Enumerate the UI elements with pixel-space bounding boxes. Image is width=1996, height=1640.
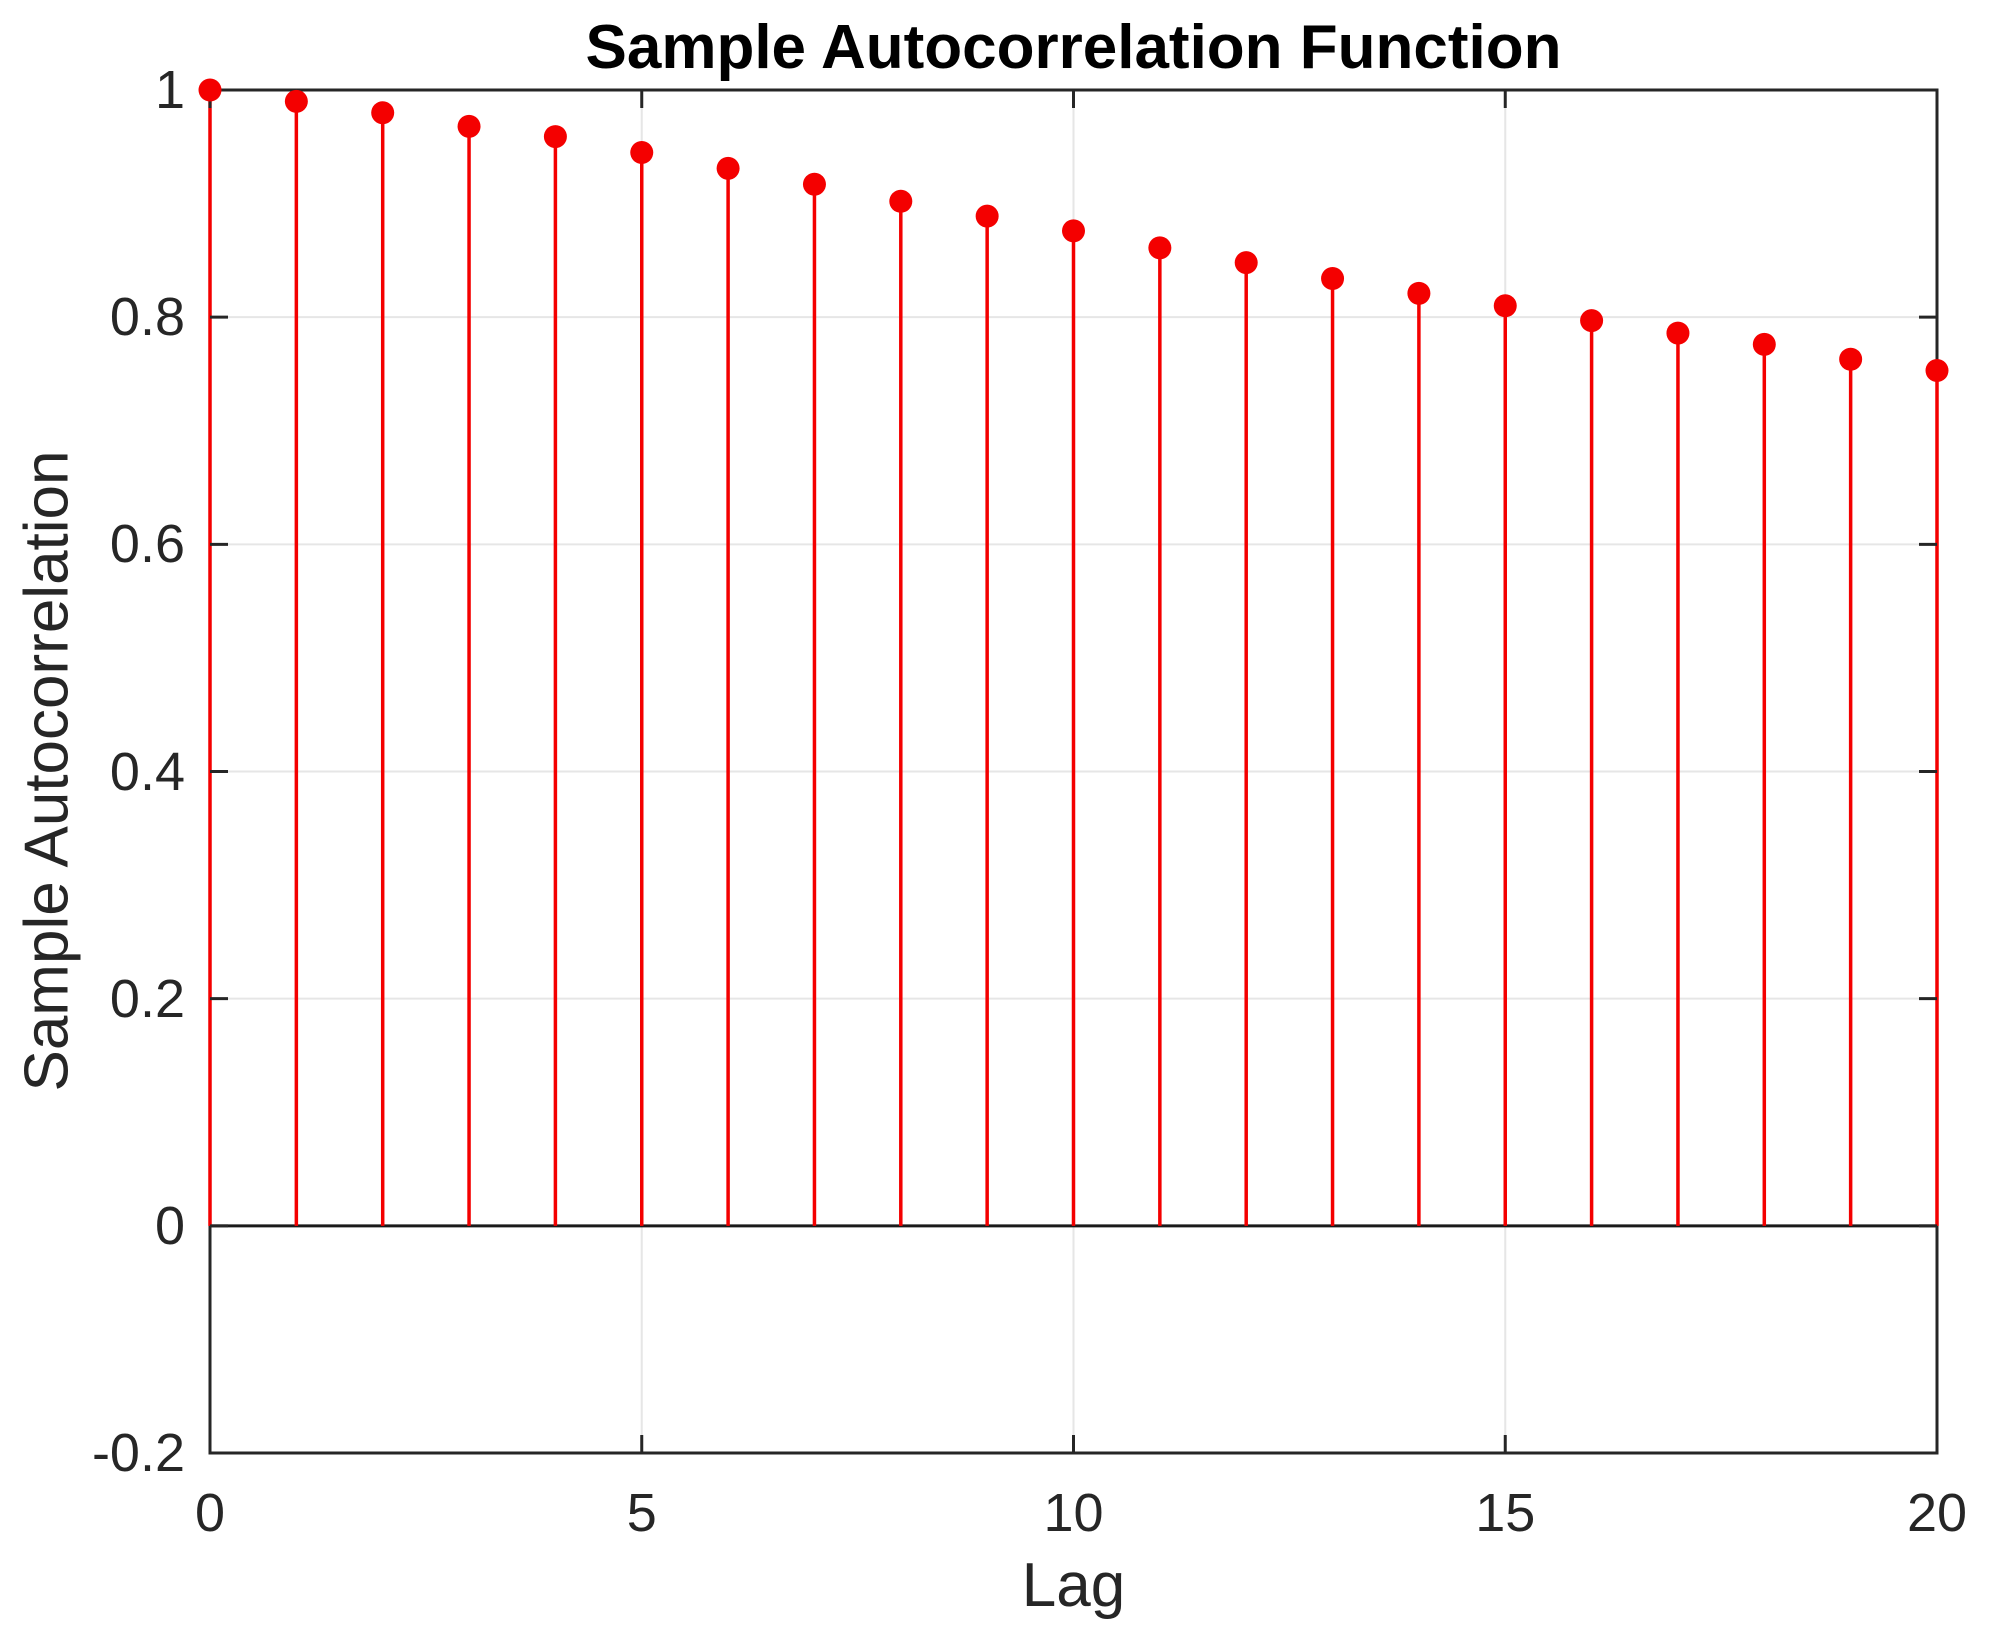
stem-marker bbox=[457, 114, 481, 138]
stem-marker bbox=[1493, 294, 1517, 318]
stem-marker bbox=[284, 89, 308, 113]
stem-marker bbox=[1752, 332, 1776, 356]
x-tick-label: 5 bbox=[626, 1483, 657, 1543]
y-tick-label: 0.4 bbox=[109, 741, 185, 802]
stem-marker bbox=[1407, 281, 1431, 305]
stem-marker bbox=[630, 140, 654, 164]
y-tick-label: 0.8 bbox=[109, 287, 185, 348]
x-tick-label: 20 bbox=[1906, 1483, 1968, 1543]
y-tick-label: 1 bbox=[154, 60, 185, 120]
stem-marker bbox=[1925, 359, 1949, 383]
y-tick-label: 0 bbox=[154, 1195, 185, 1256]
stem-marker bbox=[1148, 236, 1172, 260]
stem-marker bbox=[716, 156, 740, 180]
stem-marker bbox=[1062, 219, 1085, 243]
x-tick-label: 15 bbox=[1475, 1483, 1536, 1543]
x-axis-label: Lag bbox=[1021, 1551, 1126, 1620]
x-tick-label: 10 bbox=[1043, 1483, 1104, 1543]
stem-marker bbox=[1666, 321, 1690, 345]
stem-marker bbox=[1839, 347, 1863, 371]
stem-marker bbox=[889, 189, 913, 213]
stem-marker bbox=[1321, 267, 1345, 291]
stem-marker bbox=[543, 125, 567, 149]
stem-marker bbox=[198, 78, 222, 102]
y-tick-label: -0.2 bbox=[91, 1423, 185, 1483]
y-axis-label: Sample Autocorrelation bbox=[12, 450, 82, 1092]
y-tick-label: 0.2 bbox=[109, 968, 185, 1029]
stem-marker bbox=[802, 172, 826, 196]
chart-title: Sample Autocorrelation Function bbox=[585, 13, 1562, 82]
x-tick-label: 0 bbox=[194, 1483, 226, 1543]
stem-marker bbox=[975, 204, 999, 228]
stem-marker bbox=[1580, 309, 1604, 333]
stem-marker bbox=[371, 101, 395, 125]
stem-marker bbox=[1234, 251, 1258, 275]
y-tick-label: 0.6 bbox=[109, 514, 185, 575]
